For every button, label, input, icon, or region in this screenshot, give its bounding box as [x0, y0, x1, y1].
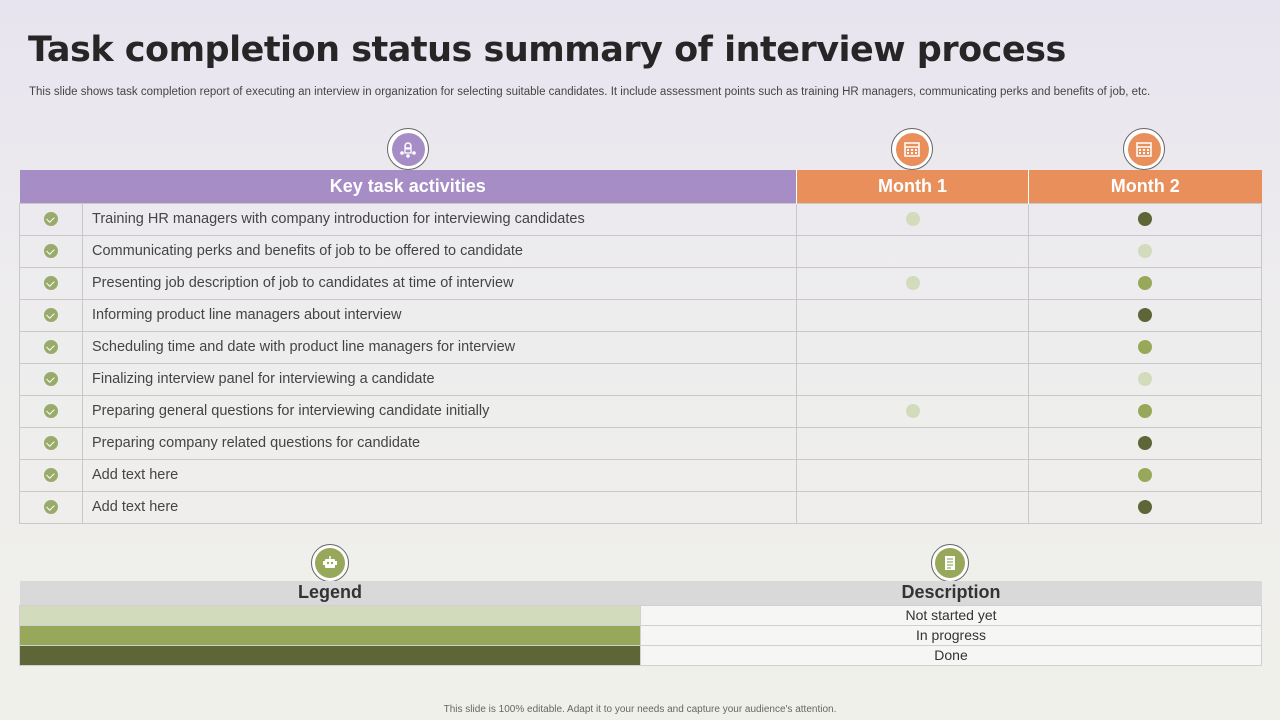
- check-cell: [19, 362, 83, 396]
- table-header-row: Key task activities Month 1 Month 2: [19, 170, 1262, 203]
- month-2-cell: [1028, 490, 1262, 524]
- check-cell: [19, 490, 83, 524]
- month-1-cell: [796, 330, 1029, 364]
- legend-header-row: Legend Description: [19, 581, 1262, 605]
- legend-table: Legend Description Not started yet In pro…: [19, 581, 1262, 666]
- task-label: Add text here: [82, 458, 797, 492]
- legend-description: In progress: [640, 624, 1262, 646]
- calendar-icon: [891, 128, 933, 170]
- task-label: Add text here: [82, 490, 797, 524]
- month-1-cell: [796, 426, 1029, 460]
- status-dot-done: [1138, 500, 1152, 515]
- page-subtitle: This slide shows task completion report …: [29, 86, 1151, 98]
- team-meeting-icon: [387, 128, 429, 170]
- legend-description: Done: [640, 644, 1262, 666]
- page-title: Task completion status summary of interv…: [28, 30, 1066, 70]
- check-cell: [19, 458, 83, 492]
- month-2-cell: [1028, 394, 1262, 428]
- task-label: Presenting job description of job to can…: [82, 266, 797, 300]
- status-dot-in-progress: [1138, 340, 1152, 355]
- table-row: Informing product line managers about in…: [19, 298, 1262, 332]
- check-icon: [44, 212, 58, 227]
- header-month-1: Month 1: [796, 170, 1029, 203]
- status-dot-not-started: [905, 212, 920, 227]
- document-icon: [931, 544, 969, 582]
- month-1-cell: [796, 458, 1029, 492]
- table-row: Scheduling time and date with product li…: [19, 330, 1262, 364]
- check-icon: [44, 372, 58, 387]
- check-cell: [19, 330, 83, 364]
- table-row: Add text here: [19, 490, 1262, 524]
- month-1-cell: [796, 394, 1029, 428]
- table-row: Preparing company related questions for …: [19, 426, 1262, 460]
- check-icon: [44, 436, 58, 451]
- legend-row: In progress: [19, 624, 1262, 646]
- check-cell: [19, 394, 83, 428]
- check-cell: [19, 266, 83, 300]
- header-month-2: Month 2: [1028, 170, 1262, 203]
- table-row: Presenting job description of job to can…: [19, 266, 1262, 300]
- legend-swatch-not-started: [19, 604, 641, 626]
- status-dot-in-progress: [1138, 276, 1152, 291]
- month-2-cell: [1028, 234, 1262, 268]
- month-2-cell: [1028, 362, 1262, 396]
- legend-row: Not started yet: [19, 604, 1262, 626]
- legend-row: Done: [19, 644, 1262, 666]
- task-label: Preparing general questions for intervie…: [82, 394, 797, 428]
- status-dot-in-progress: [1138, 404, 1152, 419]
- status-dot-done: [1138, 212, 1152, 227]
- legend-swatch-in-progress: [19, 624, 641, 646]
- header-key-tasks: Key task activities: [19, 170, 797, 203]
- legend-swatch-done: [19, 644, 641, 666]
- check-cell: [19, 234, 83, 268]
- month-2-cell: [1028, 298, 1262, 332]
- month-2-cell: [1028, 426, 1262, 460]
- task-label: Scheduling time and date with product li…: [82, 330, 797, 364]
- month-1-cell: [796, 266, 1029, 300]
- month-1-cell: [796, 234, 1029, 268]
- footer-note: This slide is 100% editable. Adapt it to…: [443, 704, 837, 715]
- month-2-cell: [1028, 458, 1262, 492]
- table-row: Preparing general questions for intervie…: [19, 394, 1262, 428]
- status-dot-not-started: [905, 404, 920, 419]
- robot-icon: [311, 544, 349, 582]
- table-row: Finalizing interview panel for interview…: [19, 362, 1262, 396]
- check-icon: [44, 276, 58, 291]
- check-icon: [44, 404, 58, 419]
- task-label: Communicating perks and benefits of job …: [82, 234, 797, 268]
- table-row: Training HR managers with company introd…: [19, 202, 1262, 236]
- check-cell: [19, 426, 83, 460]
- status-dot-not-started: [905, 276, 920, 291]
- status-dot-done: [1138, 308, 1152, 323]
- check-icon: [44, 500, 58, 515]
- legend-description: Not started yet: [640, 604, 1262, 626]
- month-2-cell: [1028, 266, 1262, 300]
- task-label: Informing product line managers about in…: [82, 298, 797, 332]
- table-row: Add text here: [19, 458, 1262, 492]
- check-icon: [44, 308, 58, 323]
- month-1-cell: [796, 298, 1029, 332]
- status-dot-in-progress: [1138, 468, 1152, 483]
- month-2-cell: [1028, 330, 1262, 364]
- task-label: Preparing company related questions for …: [82, 426, 797, 460]
- task-label: Training HR managers with company introd…: [82, 202, 797, 236]
- check-cell: [19, 202, 83, 236]
- check-icon: [44, 244, 58, 259]
- month-1-cell: [796, 202, 1029, 236]
- task-status-table: Key task activities Month 1 Month 2 Trai…: [19, 170, 1262, 524]
- month-2-cell: [1028, 202, 1262, 236]
- month-1-cell: [796, 490, 1029, 524]
- calendar-icon: [1123, 128, 1165, 170]
- month-1-cell: [796, 362, 1029, 396]
- check-icon: [44, 468, 58, 483]
- task-label: Finalizing interview panel for interview…: [82, 362, 797, 396]
- table-row: Communicating perks and benefits of job …: [19, 234, 1262, 268]
- legend-header: Legend: [19, 581, 641, 605]
- status-dot-not-started: [1138, 244, 1152, 259]
- check-icon: [44, 340, 58, 355]
- description-header: Description: [640, 581, 1262, 605]
- status-dot-done: [1138, 436, 1152, 451]
- check-cell: [19, 298, 83, 332]
- status-dot-not-started: [1138, 372, 1152, 387]
